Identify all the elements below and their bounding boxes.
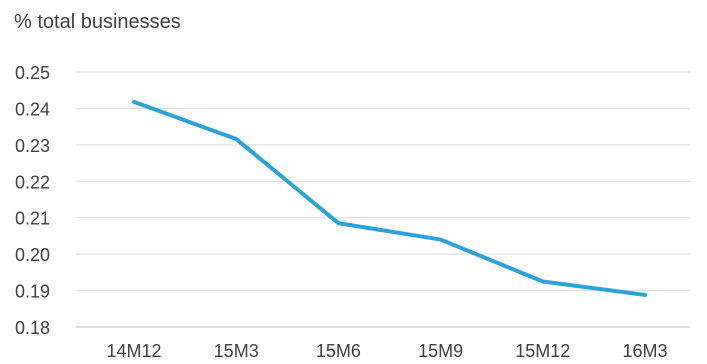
y-tick-label: 0.25 xyxy=(15,63,50,83)
x-axis-ticks: 14M12 15M3 15M6 15M9 15M12 16M3 xyxy=(106,341,667,361)
y-tick-label: 0.20 xyxy=(15,245,50,265)
x-tick-label: 15M12 xyxy=(515,341,570,361)
gridlines xyxy=(76,71,690,328)
y-tick-label: 0.23 xyxy=(15,136,50,156)
x-tick-label: 14M12 xyxy=(106,341,161,361)
x-tick-label: 16M3 xyxy=(622,341,667,361)
series-layer xyxy=(132,99,647,297)
y-axis-ticks: 0.18 0.19 0.20 0.21 0.22 0.23 0.24 0.25 xyxy=(15,63,50,338)
y-tick-label: 0.22 xyxy=(15,172,50,192)
y-tick-label: 0.24 xyxy=(15,99,50,119)
x-tick-label: 15M9 xyxy=(418,341,463,361)
y-tick-label: 0.21 xyxy=(15,209,50,229)
y-axis-label: % total businesses xyxy=(14,11,181,33)
series-line xyxy=(132,99,647,297)
x-tick-label: 15M6 xyxy=(316,341,361,361)
x-tick-label: 15M3 xyxy=(214,341,259,361)
y-tick-label: 0.19 xyxy=(15,282,50,302)
y-tick-label: 0.18 xyxy=(15,318,50,338)
